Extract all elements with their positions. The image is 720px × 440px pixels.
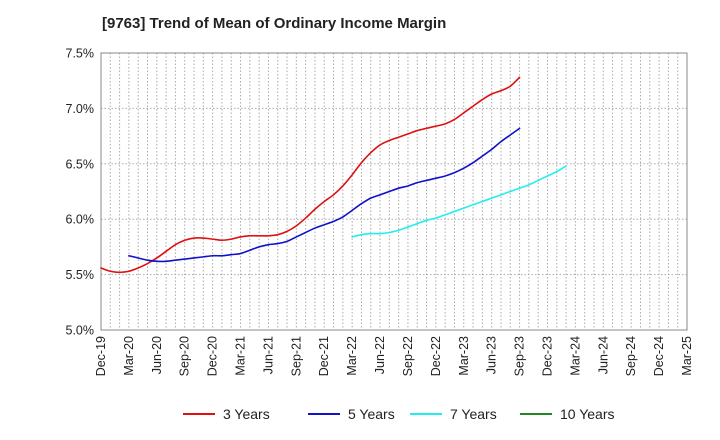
y-axis-ticks: 5.0% 5.5% 6.0% 6.5% 7.0% 7.5% bbox=[66, 47, 95, 338]
x-tick-label: Dec-19 bbox=[94, 336, 108, 376]
x-tick-label: Jun-23 bbox=[485, 336, 499, 374]
grid-lines bbox=[101, 53, 687, 330]
x-tick-label: Jun-21 bbox=[261, 336, 275, 374]
x-tick-label: Jun-20 bbox=[150, 336, 164, 374]
series-lines bbox=[100, 76, 567, 274]
legend-label-5-years: 5 Years bbox=[348, 406, 395, 422]
y-tick-label: 7.5% bbox=[66, 47, 95, 61]
x-tick-label: Mar-24 bbox=[568, 336, 582, 376]
y-tick-label: 5.0% bbox=[66, 324, 95, 338]
plot-frame bbox=[100, 52, 688, 331]
y-tick-label: 6.0% bbox=[66, 213, 95, 227]
x-tick-label: Sep-22 bbox=[401, 336, 415, 376]
legend-label-3-years: 3 Years bbox=[223, 406, 270, 422]
series-line-5-years bbox=[128, 127, 521, 263]
x-tick-label: Dec-20 bbox=[206, 336, 220, 376]
x-tick-label: Dec-22 bbox=[429, 336, 443, 376]
x-tick-label: Mar-21 bbox=[234, 336, 248, 376]
x-tick-label: Jun-24 bbox=[596, 336, 610, 374]
x-tick-label: Mar-20 bbox=[122, 336, 136, 376]
x-tick-label: Mar-22 bbox=[345, 336, 359, 376]
legend: 3 Years 5 Years 7 Years 10 Years bbox=[183, 406, 615, 422]
x-tick-label: Dec-21 bbox=[317, 336, 331, 376]
y-tick-label: 5.5% bbox=[66, 268, 95, 282]
x-tick-label: Sep-23 bbox=[513, 336, 527, 376]
x-tick-label: Dec-23 bbox=[540, 336, 554, 376]
x-tick-label: Sep-24 bbox=[624, 336, 638, 376]
legend-label-10-years: 10 Years bbox=[560, 406, 615, 422]
x-tick-label: Sep-20 bbox=[178, 336, 192, 376]
chart-title: [9763] Trend of Mean of Ordinary Income … bbox=[102, 15, 447, 32]
x-axis-ticks: Dec-19 Mar-20 Jun-20 Sep-20 Dec-20 Mar-21 Jun-… bbox=[94, 336, 694, 376]
legend-label-7-years: 7 Years bbox=[450, 406, 497, 422]
x-tick-label: Dec-24 bbox=[652, 336, 666, 376]
x-tick-label: Jun-22 bbox=[373, 336, 387, 374]
x-tick-label: Mar-23 bbox=[457, 336, 471, 376]
y-tick-label: 6.5% bbox=[66, 157, 95, 171]
x-tick-label: Mar-25 bbox=[680, 336, 694, 376]
x-tick-label: Sep-21 bbox=[289, 336, 303, 376]
series-line-7-years bbox=[351, 165, 567, 238]
y-tick-label: 7.0% bbox=[66, 102, 95, 116]
series-line-3-years bbox=[100, 76, 521, 274]
